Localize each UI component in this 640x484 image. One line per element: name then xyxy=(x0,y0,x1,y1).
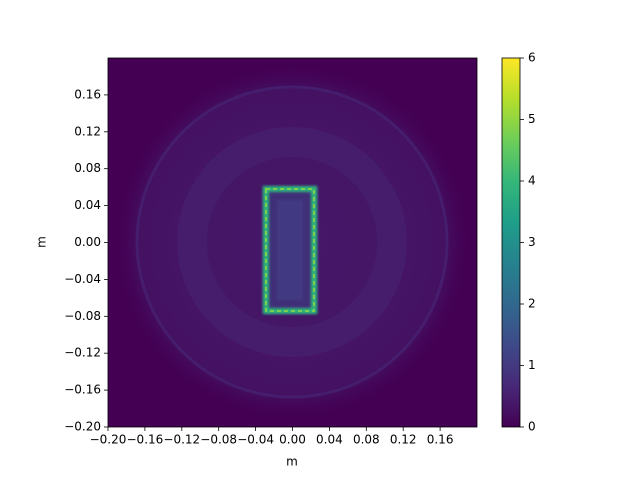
colorbar-tick-label: 6 xyxy=(528,51,536,65)
y-tick-label: 0.04 xyxy=(74,198,101,212)
colorbar-tick-label: 5 xyxy=(528,112,536,126)
x-tick-label: −0.20 xyxy=(90,433,127,447)
y-axis-label: m xyxy=(35,236,49,248)
x-tick-label: 0.08 xyxy=(353,433,380,447)
x-tick-label: −0.08 xyxy=(200,433,237,447)
colorbar-tick-label: 1 xyxy=(528,358,536,372)
x-tick-label: 0.16 xyxy=(427,433,454,447)
x-axis-label: m xyxy=(286,455,298,469)
y-tick-label: −0.16 xyxy=(64,383,101,397)
colorbar xyxy=(501,57,521,428)
x-tick-label: −0.04 xyxy=(237,433,274,447)
y-tick-label: 0.16 xyxy=(74,87,101,101)
y-tick-label: 0.12 xyxy=(74,124,101,138)
colorbar-tick-label: 3 xyxy=(528,235,536,249)
y-tick-label: −0.04 xyxy=(64,272,101,286)
y-tick-label: −0.12 xyxy=(64,346,101,360)
colorbar-tick-label: 2 xyxy=(528,297,536,311)
colorbar-tick-label: 0 xyxy=(528,420,536,434)
y-tick-label: −0.20 xyxy=(64,420,101,434)
x-tick-label: 0.04 xyxy=(316,433,343,447)
y-tick-label: 0.08 xyxy=(74,161,101,175)
x-tick-label: 0.12 xyxy=(390,433,417,447)
y-tick-label: 0.00 xyxy=(74,235,101,249)
y-tick-label: −0.08 xyxy=(64,309,101,323)
x-tick-label: −0.12 xyxy=(163,433,200,447)
image xyxy=(108,58,477,427)
colorbar-tick-label: 4 xyxy=(528,174,536,188)
x-tick-label: −0.16 xyxy=(127,433,164,447)
x-tick-label: 0.00 xyxy=(279,433,306,447)
